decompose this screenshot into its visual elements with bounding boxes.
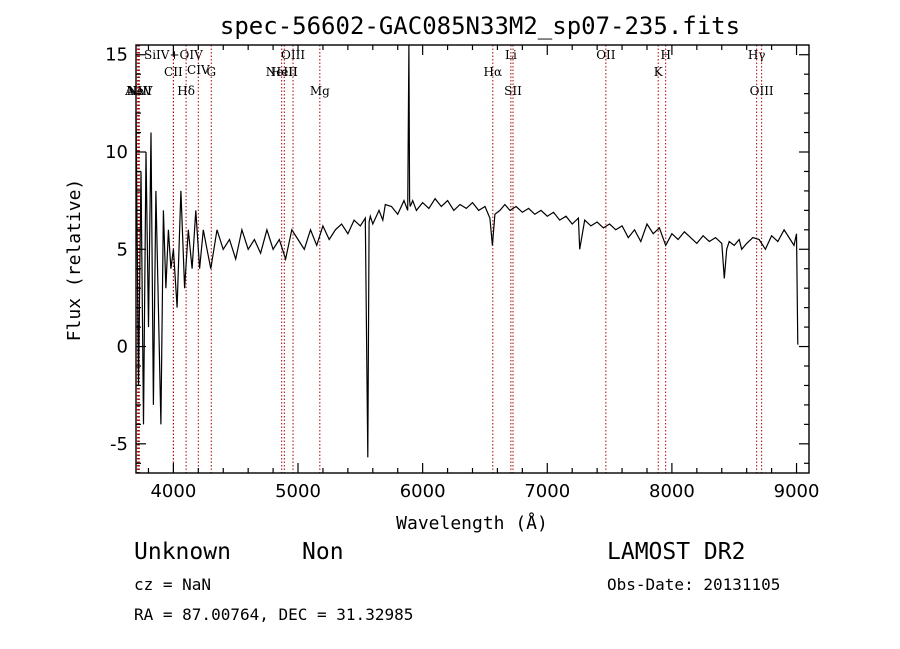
line-marker-label: Mg [310,84,330,98]
line-marker-label: Li [505,48,517,62]
line-marker-label: CIV [187,63,210,77]
line-marker-label: NV [128,84,148,98]
line-marker-label: OIII [750,84,774,98]
x-axis-label: Wavelength (Å) [396,512,548,534]
classification-text: Unknown [134,539,231,565]
line-marker-label: SII [504,84,522,98]
line-marker-label: G [206,65,216,79]
line-marker-label: NeIII [266,65,298,79]
line-marker-label: Hγ [748,48,766,62]
line-marker-label: OII [596,48,616,62]
redshift-text: cz = NaN [134,575,211,594]
x-tick-label: 6000 [400,481,446,502]
x-tick-label: 8000 [649,481,695,502]
x-tick-label: 7000 [524,481,570,502]
line-marker-label: OIII [281,48,305,62]
subclass-text: Non [302,539,344,565]
series-line-flux [135,44,799,458]
line-marker-label: K [654,65,664,79]
y-tick-label: -5 [110,434,128,455]
plot-frame [135,44,810,474]
obs-date-text: Obs-Date: 20131105 [607,575,780,594]
x-tick-label: 5000 [275,481,321,502]
line-marker-label: HeII [271,65,298,79]
survey-text: LAMOST DR2 [607,539,745,565]
line-marker-label: Hα [484,65,503,79]
line-marker-label: H [660,48,670,62]
coordinates-text: RA = 87.00764, DEC = 31.32985 [134,605,413,624]
line-marker-label: AlIII [124,84,152,98]
line-marker-label: CII [164,65,183,79]
line-marker-label: NeV [126,84,153,98]
y-tick-label: 0 [117,337,128,358]
x-tick-label: 4000 [150,481,196,502]
x-tick-label: 9000 [774,481,820,502]
y-tick-label: 15 [105,45,128,66]
y-axis-label: Flux (relative) [64,179,85,342]
chart-title: spec-56602-GAC085N33M2_sp07-235.fits [220,12,740,40]
line-marker-label: Hδ [177,84,195,98]
y-tick-label: 10 [105,142,128,163]
axis-ticks: 4000 5000 6000 7000 8000 9000 -5 0 5 10 15 [105,45,819,502]
y-tick-label: 5 [117,239,128,260]
